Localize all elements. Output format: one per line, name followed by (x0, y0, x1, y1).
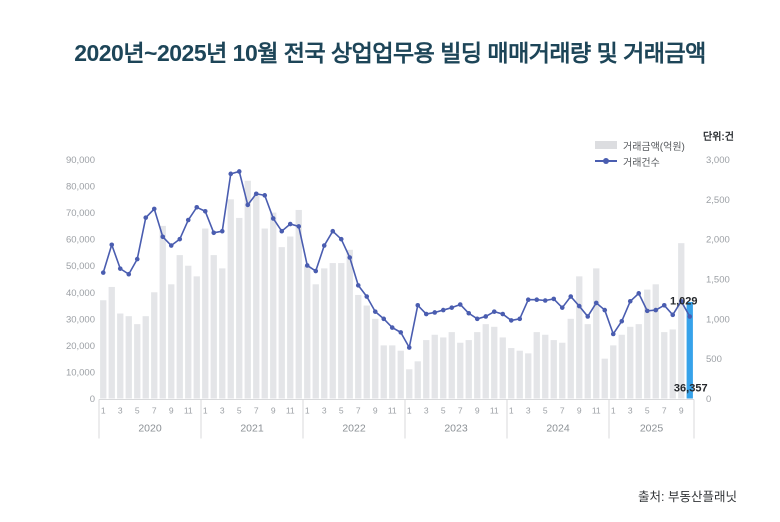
svg-text:80,000: 80,000 (66, 182, 95, 193)
svg-text:5: 5 (441, 406, 446, 416)
svg-text:30,000: 30,000 (66, 314, 95, 325)
legend-item-count: 거래건수 (595, 153, 725, 169)
svg-text:3: 3 (526, 406, 531, 416)
svg-text:11: 11 (388, 406, 397, 416)
svg-text:11: 11 (490, 406, 499, 416)
svg-text:9: 9 (679, 406, 684, 416)
svg-text:90,000: 90,000 (66, 155, 95, 166)
svg-text:2021: 2021 (240, 423, 264, 435)
svg-text:2020: 2020 (138, 423, 162, 435)
svg-text:1,029: 1,029 (670, 296, 698, 308)
svg-text:2025: 2025 (640, 423, 664, 435)
svg-text:1: 1 (305, 406, 310, 416)
svg-text:7: 7 (560, 406, 565, 416)
page-title: 2020년~2025년 10월 전국 상업업무용 빌딩 매매거래량 및 거래금액 (74, 40, 706, 66)
svg-text:1,500: 1,500 (706, 275, 730, 286)
svg-text:7: 7 (356, 406, 361, 416)
svg-text:5: 5 (237, 406, 242, 416)
svg-text:7: 7 (458, 406, 463, 416)
svg-text:11: 11 (286, 406, 295, 416)
svg-text:2,500: 2,500 (706, 195, 730, 206)
legend-line-label: 거래건수 (623, 157, 660, 169)
svg-text:7: 7 (152, 406, 157, 416)
line-marker-icon (595, 158, 617, 164)
svg-text:3: 3 (220, 406, 225, 416)
svg-text:70,000: 70,000 (66, 208, 95, 219)
svg-text:0: 0 (706, 394, 711, 405)
svg-text:9: 9 (169, 406, 174, 416)
svg-text:40,000: 40,000 (66, 288, 95, 299)
svg-text:1: 1 (407, 406, 412, 416)
svg-text:2023: 2023 (444, 423, 468, 435)
bar-swatch-icon (595, 141, 617, 149)
svg-text:5: 5 (135, 406, 140, 416)
legend-item-amount: 거래금액(억원) (595, 137, 725, 153)
svg-text:500: 500 (706, 354, 722, 365)
svg-text:50,000: 50,000 (66, 261, 95, 272)
svg-text:11: 11 (592, 406, 601, 416)
svg-text:0: 0 (90, 394, 95, 405)
legend-bar-label: 거래금액(억원) (623, 141, 685, 153)
svg-text:2024: 2024 (546, 423, 570, 435)
svg-text:7: 7 (254, 406, 259, 416)
svg-text:5: 5 (645, 406, 650, 416)
svg-text:5: 5 (543, 406, 548, 416)
svg-text:3: 3 (118, 406, 123, 416)
svg-text:10,000: 10,000 (66, 367, 95, 378)
legend: 거래금액(억원) 거래건수 (595, 137, 725, 169)
svg-text:20,000: 20,000 (66, 341, 95, 352)
svg-text:3: 3 (322, 406, 327, 416)
svg-text:2,000: 2,000 (706, 235, 730, 246)
svg-text:2022: 2022 (342, 423, 366, 435)
svg-text:9: 9 (373, 406, 378, 416)
svg-text:3: 3 (628, 406, 633, 416)
unit-label: 단위:건 (703, 132, 734, 143)
svg-text:9: 9 (475, 406, 480, 416)
svg-text:60,000: 60,000 (66, 235, 95, 246)
svg-text:9: 9 (577, 406, 582, 416)
svg-text:11: 11 (184, 406, 193, 416)
source-credit: 출처: 부동산플래닛 (638, 490, 737, 504)
svg-text:1: 1 (203, 406, 208, 416)
svg-text:1,000: 1,000 (706, 314, 730, 325)
svg-text:7: 7 (662, 406, 667, 416)
svg-text:9: 9 (271, 406, 276, 416)
svg-text:36,357: 36,357 (674, 383, 708, 395)
svg-text:1: 1 (101, 406, 106, 416)
svg-text:1: 1 (509, 406, 514, 416)
svg-text:3,000: 3,000 (706, 155, 730, 166)
svg-text:5: 5 (339, 406, 344, 416)
svg-text:3: 3 (424, 406, 429, 416)
svg-text:1: 1 (611, 406, 616, 416)
